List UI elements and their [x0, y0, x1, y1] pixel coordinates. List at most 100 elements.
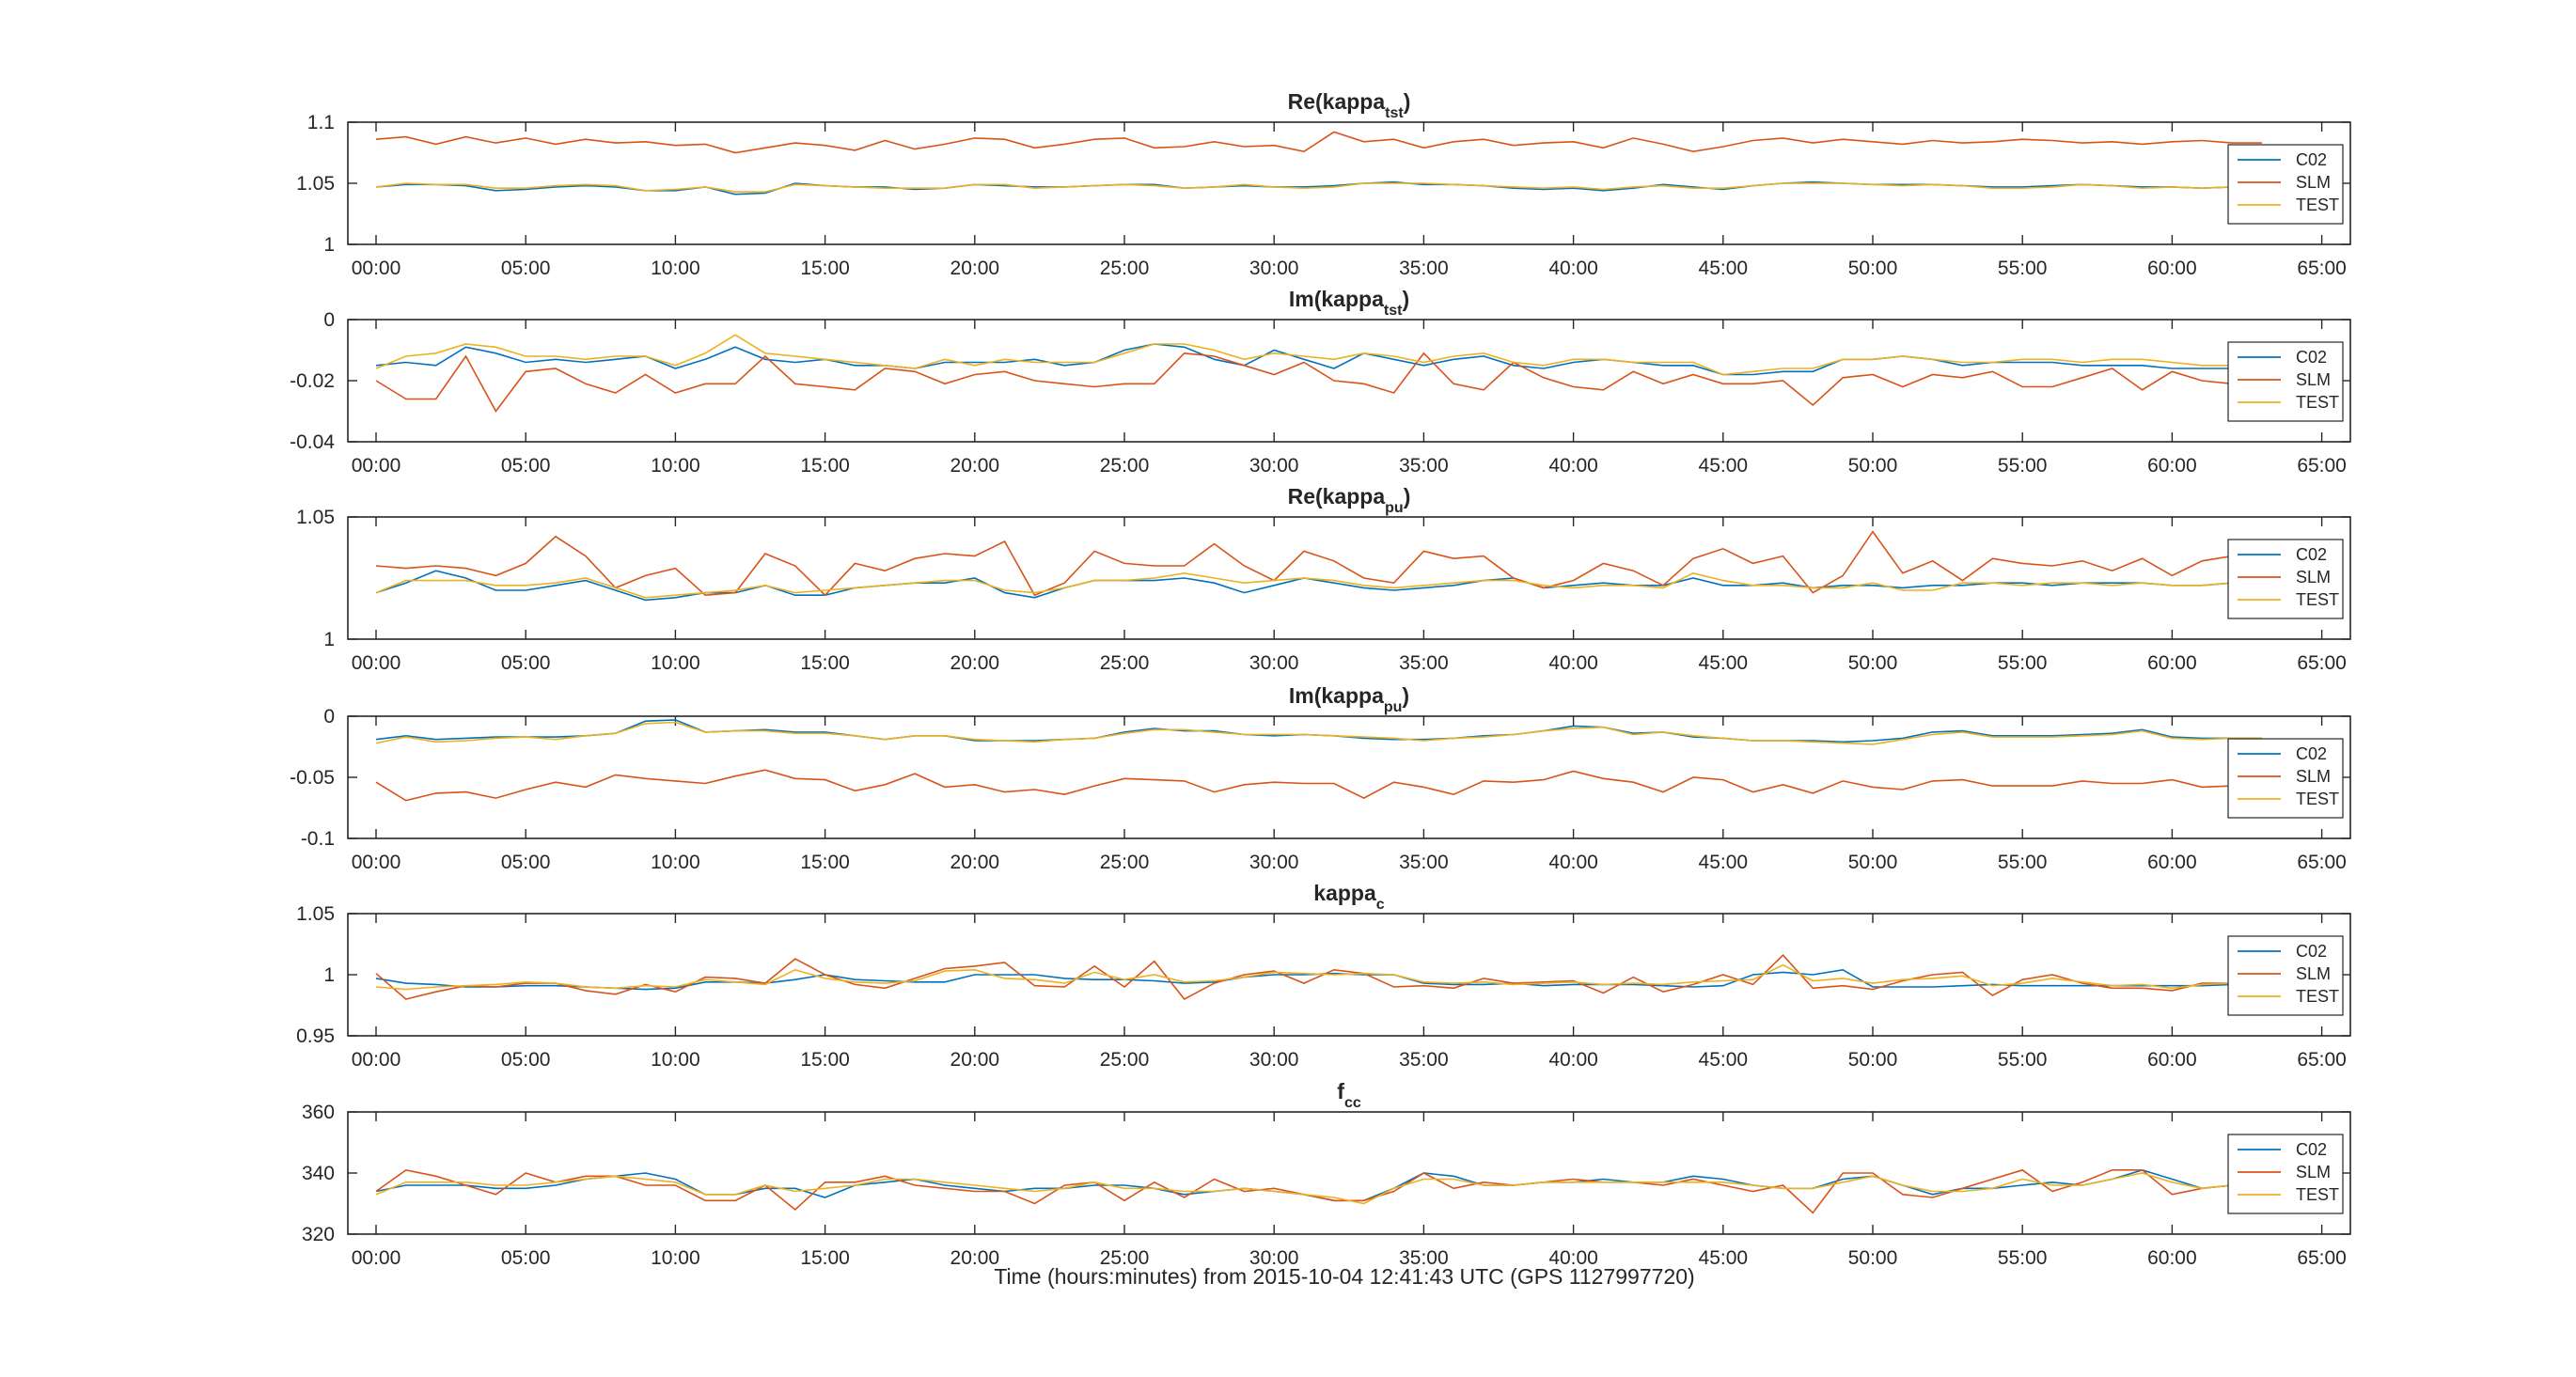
axes-frame [347, 121, 2351, 245]
x-tick-label: 45:00 [1699, 258, 1749, 279]
legend-box [2227, 144, 2344, 225]
legend-label: SLM [2296, 568, 2331, 587]
x-tick-label: 25:00 [1100, 258, 1150, 279]
x-tick-label: 35:00 [1399, 852, 1449, 873]
x-tick-label: 45:00 [1699, 1049, 1749, 1071]
x-tick-label: 60:00 [2147, 652, 2197, 674]
x-tick-label: 65:00 [2297, 852, 2347, 873]
legend-label: C02 [2296, 942, 2327, 961]
legend-label: SLM [2296, 767, 2331, 786]
x-tick-label: 20:00 [950, 455, 1000, 477]
x-tick-label: 20:00 [950, 1049, 1000, 1071]
x-tick-label: 05:00 [501, 455, 551, 477]
subplot-title: fcc [1337, 1079, 1361, 1111]
y-tick-label: 1 [323, 629, 335, 650]
x-tick-label: 35:00 [1399, 455, 1449, 477]
x-tick-label: 50:00 [1848, 1247, 1898, 1269]
legend-label: TEST [2296, 393, 2339, 412]
legend-label: C02 [2296, 744, 2327, 763]
legend-label: SLM [2296, 370, 2331, 389]
x-tick-label: 30:00 [1249, 1247, 1299, 1269]
x-tick-label: 20:00 [950, 1247, 1000, 1269]
y-tick-label: 0.95 [296, 1025, 335, 1047]
x-tick-label: 50:00 [1848, 652, 1898, 674]
series-line-c02 [375, 570, 2262, 602]
x-tick-label: 05:00 [501, 1049, 551, 1071]
x-tick-label: 05:00 [501, 1247, 551, 1269]
y-tick-label: 0 [323, 309, 335, 331]
x-tick-label: 20:00 [950, 258, 1000, 279]
subplot-title: kappac [1313, 881, 1384, 913]
legend-label: C02 [2296, 348, 2327, 367]
subplot-title: Re(kappatst) [1288, 89, 1411, 121]
x-tick-label: 15:00 [800, 1049, 850, 1071]
x-tick-label: 30:00 [1249, 852, 1299, 873]
legend-label: SLM [2296, 173, 2331, 192]
y-tick-label: -0.02 [290, 370, 335, 392]
y-tick-label: 1.05 [296, 173, 335, 195]
x-tick-label: 60:00 [2147, 852, 2197, 873]
x-tick-label: 15:00 [800, 258, 850, 279]
x-tick-label: 65:00 [2297, 455, 2347, 477]
series-line-test [375, 182, 2262, 193]
x-tick-label: 60:00 [2147, 258, 2197, 279]
x-tick-label: 30:00 [1249, 258, 1299, 279]
series-line-c02 [375, 343, 2262, 376]
x-tick-label: 10:00 [651, 258, 700, 279]
axes-frame [347, 1111, 2351, 1235]
x-tick-label: 50:00 [1848, 1049, 1898, 1071]
subplot-6: 320 340 360 00:00 05:00 10:00 15:00 20:00 25:00 3… [302, 1079, 2351, 1269]
x-tick-label: 25:00 [1100, 852, 1150, 873]
x-tick-label: 25:00 [1100, 1247, 1150, 1269]
subplot-title: Im(kappapu) [1289, 683, 1409, 715]
x-tick-label: 15:00 [800, 652, 850, 674]
y-tick-label: 1.1 [307, 112, 335, 133]
x-tick-label: 05:00 [501, 652, 551, 674]
x-tick-label: 00:00 [352, 852, 401, 873]
y-tick-label: -0.05 [290, 767, 335, 789]
legend-box [2227, 341, 2344, 422]
x-tick-label: 10:00 [651, 455, 700, 477]
subplot-title: Im(kappatst) [1289, 287, 1409, 319]
legend-label: TEST [2296, 1185, 2339, 1204]
y-tick-label: 1 [323, 964, 335, 986]
x-tick-label: 35:00 [1399, 258, 1449, 279]
series-line-slm [375, 1168, 2262, 1214]
x-tick-label: 65:00 [2297, 1247, 2347, 1269]
subplot-5: 0.95 1 1.05 00:00 05:00 10:00 15:00 20:00 25:00 3… [296, 881, 2351, 1071]
x-tick-label: 15:00 [800, 1247, 850, 1269]
legend-label: TEST [2296, 590, 2339, 609]
x-tick-label: 40:00 [1548, 1247, 1598, 1269]
series-line-test [375, 571, 2262, 599]
subplot-title: Re(kappapu) [1288, 484, 1411, 516]
x-tick-label: 45:00 [1699, 652, 1749, 674]
x-tick-label: 60:00 [2147, 1049, 2197, 1071]
legend-label: C02 [2296, 150, 2327, 169]
x-tick-label: 10:00 [651, 652, 700, 674]
x-tick-label: 65:00 [2297, 258, 2347, 279]
x-tick-label: 10:00 [651, 1049, 700, 1071]
x-tick-label: 35:00 [1399, 652, 1449, 674]
legend-label: C02 [2296, 545, 2327, 564]
subplot-4: -0.1 -0.05 0 00:00 05:00 10:00 15:00 20:00 25:00… [290, 683, 2351, 873]
y-tick-label: 1.05 [296, 507, 335, 528]
axes-frame [347, 319, 2351, 443]
x-tick-label: 45:00 [1699, 852, 1749, 873]
axes-frame [347, 516, 2351, 640]
legend-label: TEST [2296, 196, 2339, 214]
x-tick-label: 40:00 [1548, 852, 1598, 873]
x-tick-label: 35:00 [1399, 1247, 1449, 1269]
x-tick-label: 55:00 [1998, 652, 2048, 674]
x-tick-label: 65:00 [2297, 1049, 2347, 1071]
x-tick-label: 50:00 [1848, 455, 1898, 477]
series-line-test [375, 1172, 2262, 1205]
y-tick-label: 1 [323, 234, 335, 256]
x-tick-label: 50:00 [1848, 852, 1898, 873]
legend-label: SLM [2296, 1163, 2331, 1181]
subplot-3: 1 1.05 00:00 05:00 10:00 15:00 20:00 25:00 30:00… [296, 484, 2351, 674]
x-tick-label: 20:00 [950, 652, 1000, 674]
x-tick-label: 55:00 [1998, 852, 2048, 873]
y-tick-label: -0.04 [290, 431, 335, 453]
